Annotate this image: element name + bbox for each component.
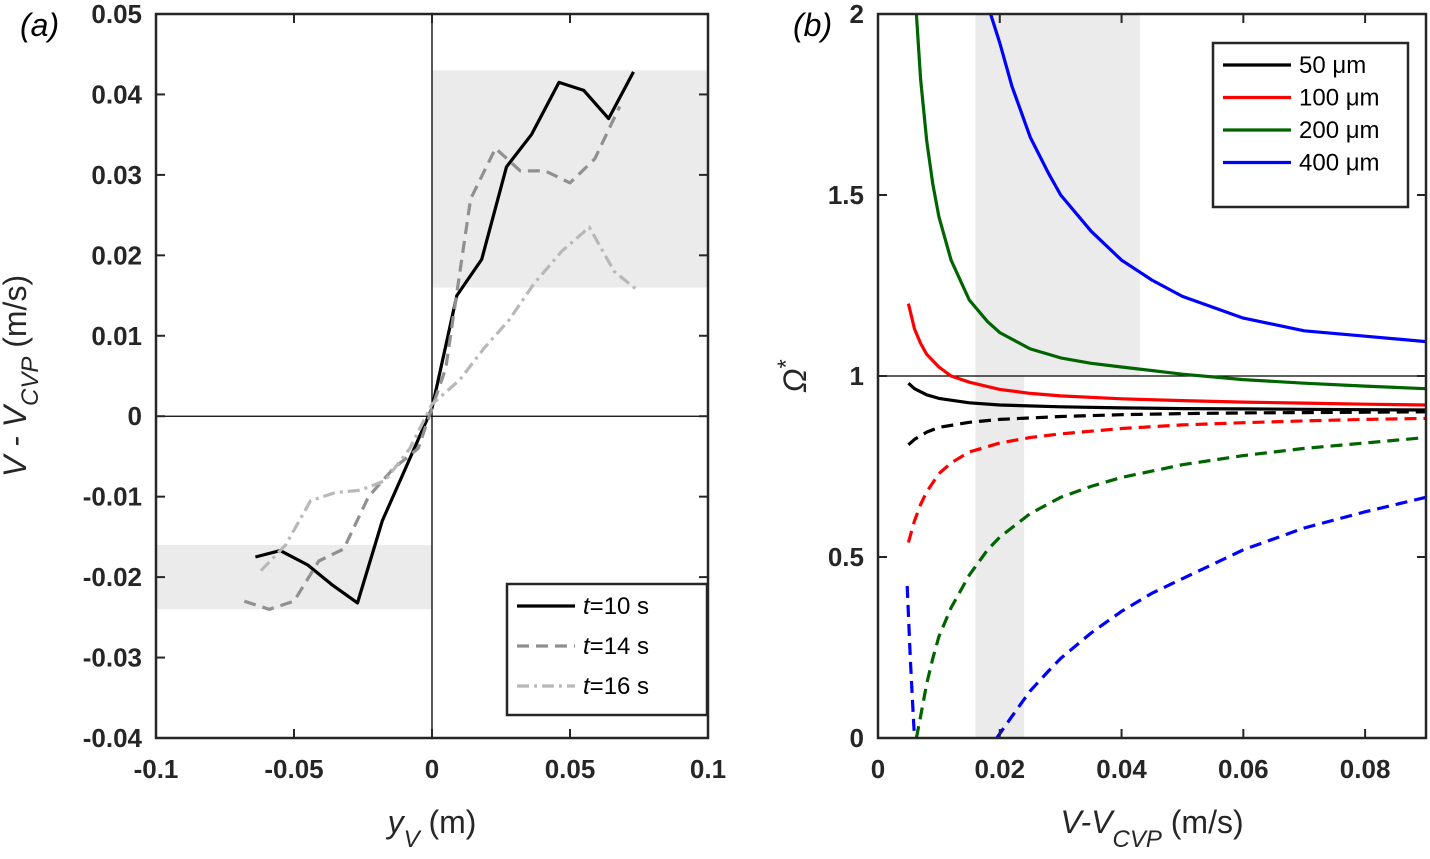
y-tick-label: -0.03 (83, 643, 142, 673)
x-tick-label: -0.1 (134, 754, 179, 784)
legend-entry: 200 μm (1299, 117, 1380, 144)
y-axis-label: V - VCVP (m/s) (0, 275, 44, 477)
legend: t=10 s t=14 s t=16 s (505, 582, 709, 717)
series-line-3 (989, 14, 1426, 344)
x-tick-label: 0.05 (545, 754, 596, 784)
y-axis-label: Ω* (773, 359, 813, 393)
series-line-6 (914, 435, 1426, 738)
series-group (905, 14, 1426, 738)
shaded-region (975, 14, 1140, 376)
series-line-4 (907, 410, 1426, 446)
y-tick-label: 0.01 (91, 321, 142, 351)
legend-box (1211, 41, 1410, 209)
y-tick-label: -0.01 (83, 482, 142, 512)
y-tick-label: 1.5 (828, 180, 864, 210)
legend-entry: 400 μm (1299, 150, 1380, 177)
series-line-7 (905, 585, 917, 738)
series-line-2 (914, 14, 1426, 391)
y-tick-label: -0.02 (83, 562, 142, 592)
panel-label: (a) (20, 7, 59, 43)
legend-entry: t=10 s (583, 593, 649, 620)
x-tick-label: 0.1 (690, 754, 726, 784)
x-tick-label: 0.06 (1218, 754, 1269, 784)
legend: 50 μm 100 μm 200 μm 400 μm (1211, 41, 1410, 209)
series-line-0 (907, 382, 1426, 412)
panel-b: 0 0.02 0.04 0.06 0.08 0 0.5 1 1.5 2 (b) V-VCVP (m/s… (773, 0, 1428, 853)
y-tick-label: 0.5 (828, 542, 864, 572)
y-tick-label: 0 (128, 401, 142, 431)
x-axis-label: yV (m) (386, 804, 477, 853)
y-tick-label: 1 (850, 361, 864, 391)
y-tick-label: 0.05 (91, 0, 142, 29)
x-tick-label: 0 (871, 754, 885, 784)
y-tick-label: 2 (850, 0, 864, 29)
legend-entry: t=14 s (583, 633, 649, 660)
legend-entry: 50 μm (1299, 52, 1366, 79)
y-tick-label: 0.03 (91, 160, 142, 190)
panel-label: (b) (793, 7, 832, 43)
x-axis-label: V-VCVP (m/s) (1060, 804, 1243, 853)
y-tick-label: 0 (850, 723, 864, 753)
x-tick-label: 0 (425, 754, 439, 784)
series-line-0 (255, 71, 635, 605)
legend-entry: 100 μm (1299, 85, 1380, 112)
shaded-region (432, 70, 708, 288)
x-tick-label: 0.04 (1096, 754, 1147, 784)
x-tick-label: 0.08 (1340, 754, 1391, 784)
y-tick-label: 0.02 (91, 240, 142, 270)
y-tick-label: 0.04 (91, 79, 142, 109)
panel-a: -0.1 -0.05 0 0.05 0.1 -0.04 -0.03 -0.02 -0.01 0 0.… (0, 0, 726, 853)
legend-entry: t=16 s (583, 673, 649, 700)
series-group (243, 71, 641, 611)
y-tick-label: -0.04 (83, 723, 143, 753)
series-line-5 (906, 416, 1426, 543)
series-line-8 (995, 495, 1426, 738)
x-tick-label: -0.05 (264, 754, 323, 784)
series-line-1 (906, 303, 1426, 407)
shaded-region (156, 544, 432, 610)
x-tick-label: 0.02 (974, 754, 1025, 784)
